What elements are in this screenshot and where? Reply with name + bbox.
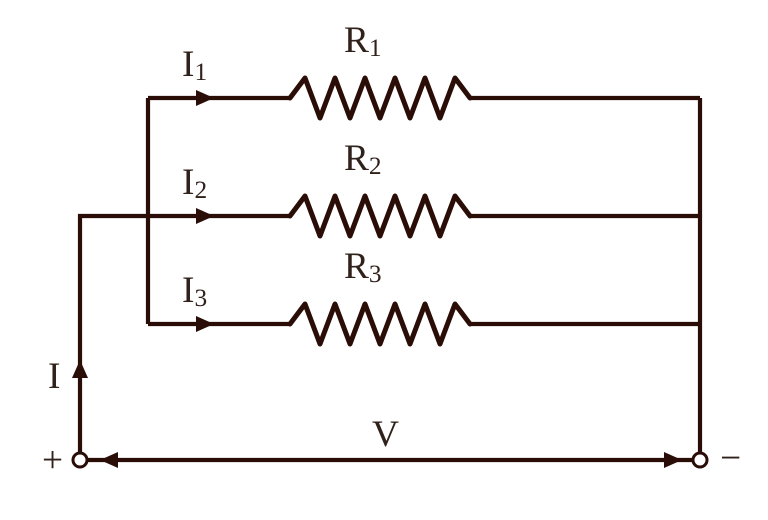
v-arrow-left-head [100,452,118,468]
arrow-i1 [196,90,214,106]
label-minus: − [720,438,741,479]
resistor-r2 [290,196,470,236]
label-i2: I2 [182,162,207,204]
label-r1: R1 [344,20,382,62]
label-i3: I3 [182,270,207,312]
resistor-r1 [290,78,470,118]
arrow-i2 [196,208,214,224]
arrow-i3 [196,316,214,332]
label-r2: R2 [344,138,382,180]
resistor-r3 [290,304,470,344]
terminal-minus [693,453,707,467]
label-plus: + [42,440,63,481]
label-v: V [372,414,399,455]
wire [80,216,148,460]
label-i: I [48,356,60,397]
label-r3: R3 [344,246,382,288]
arrow-i [72,360,88,378]
label-i1: I1 [182,44,207,86]
terminal-plus [73,453,87,467]
v-arrow-right-head [664,452,682,468]
